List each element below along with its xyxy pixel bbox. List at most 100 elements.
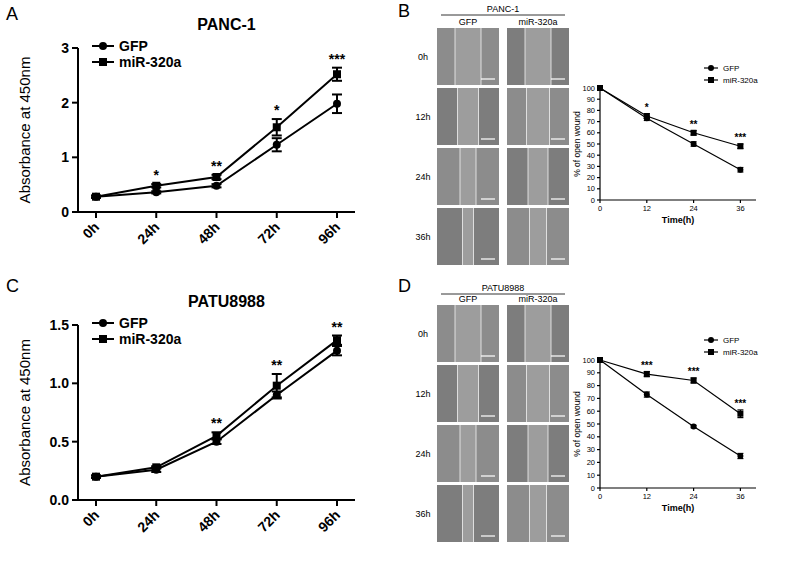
y-tick [597,132,600,133]
row-label: 24h [415,449,430,459]
micrograph [507,88,569,145]
x-tick-label: 96h [315,507,343,535]
y-tick-label: 10 [587,471,595,480]
error-cap [332,112,342,114]
data-point [92,473,100,481]
y-tick-label: 0 [591,196,595,205]
significance: ** [332,319,343,335]
data-point [92,473,100,481]
data-point [333,100,341,108]
y-tick-label: 70 [587,117,595,126]
data-point [213,173,221,181]
scale-bar [551,258,565,259]
error-bar [212,432,222,439]
micrograph [437,305,499,362]
scale-bar [551,535,565,536]
wound-edge [457,88,458,145]
x-tick [740,200,741,203]
data-point [691,424,697,430]
error-bar [644,114,650,118]
data-point [691,141,697,147]
row-label: 0h [418,52,428,62]
wound-edge [460,425,461,482]
wound-edge [525,305,526,362]
chart: PANC-10123Absorbance at 450nm0h24h48h72h… [16,16,355,247]
y-tick [597,411,600,412]
y-tick-label: 2 [61,95,69,111]
row-label: 36h [415,232,430,242]
x-tick-label: 36 [736,204,744,213]
column-label: miR-320a [518,17,557,27]
micrograph [437,485,499,542]
wound-area [460,148,476,205]
significance: * [154,167,160,183]
x-tick-label: 0h [79,219,102,242]
data-point [273,141,281,149]
y-axis [77,325,79,500]
y-tick-label: 20 [587,458,595,467]
y-tick [597,177,600,178]
y-tick [597,423,600,424]
x-tick-label: 48h [194,219,222,247]
x-tick-label: 12 [643,204,651,213]
error-cap [272,137,282,139]
panel-label: D [398,276,411,296]
y-tick-label: 50 [587,420,595,429]
legend-marker [708,77,714,83]
plot-area [91,68,342,201]
legend-label: miR-320a [119,54,181,70]
y-tick-label: 70 [587,394,595,403]
data-point [644,371,650,377]
legend: GFPmiR-320a [704,64,758,85]
figure: ABCDPANC-1GFPmiR-320a0h12h24h36hPATU8988… [0,0,787,561]
error-cap [272,373,282,375]
wound-edge [478,88,479,145]
wound-edge [528,425,529,482]
data-point [597,85,603,91]
data-point [597,357,603,363]
y-tick [597,143,600,144]
scale-bar [551,138,565,139]
wound-area [530,208,547,265]
y-tick-label: 40 [587,432,595,441]
x-tick [95,500,97,506]
y-tick [72,156,78,158]
y-tick-label: 80 [587,106,595,115]
wound-edge [551,28,552,85]
error-bar [691,131,697,135]
wound-area [463,208,474,265]
scale-bar [481,258,495,259]
wound-edge [460,148,461,205]
wound-edge [476,148,477,205]
image-panel-title: PANC-1 [487,4,519,14]
data-point [644,392,650,398]
error-bar [332,94,342,113]
row-label: 36h [415,509,430,519]
scale-bar [481,535,495,536]
legend-marker [708,337,714,343]
row-label: 12h [415,112,430,122]
y-tick [72,211,78,213]
series-line [96,351,337,477]
x-tick-label: 96h [315,219,343,247]
wound-edge [481,28,482,85]
scale-bar [481,355,495,356]
row-label: 12h [415,389,430,399]
data-point [152,463,160,471]
wound-edge [473,485,474,542]
plot-area [597,85,743,173]
error-bar [737,410,743,418]
plot-area [597,357,743,459]
x-tick [646,488,647,491]
y-axis [77,48,79,212]
y-tick [72,382,78,384]
y-tick [597,436,600,437]
row-label: 0h [418,329,428,339]
panel-label: C [6,276,19,296]
legend-marker [708,349,714,355]
wound-edge [528,148,529,205]
y-tick-label: 90 [587,368,595,377]
series-line [96,74,337,196]
significance: *** [329,51,346,67]
wound-area [528,148,548,205]
